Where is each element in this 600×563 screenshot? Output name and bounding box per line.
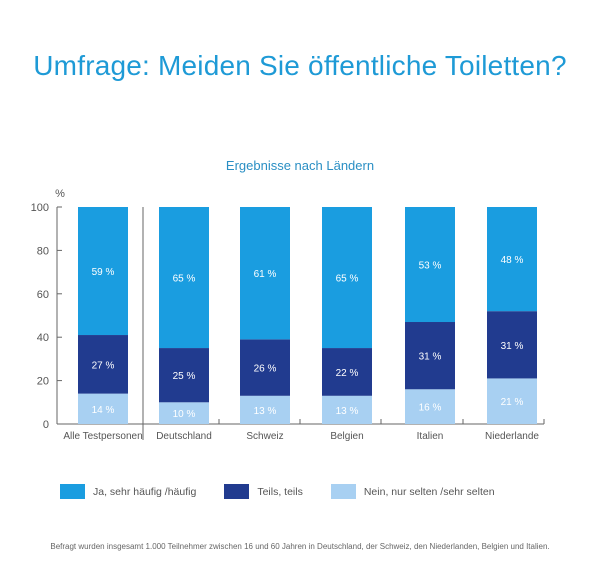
bar-segment-nein <box>78 393 128 424</box>
category-label: Belgien <box>330 431 363 442</box>
data-label-teils: 25 % <box>173 371 196 382</box>
data-label-nein: 10 % <box>173 409 196 420</box>
y-tick-label: 60 <box>37 289 49 301</box>
bar-segment-nein <box>322 395 372 424</box>
data-label-teils: 22 % <box>336 368 359 379</box>
data-label-teils: 26 % <box>254 364 277 375</box>
bar-segment-teils <box>322 348 372 396</box>
category-label: Alle Testpersonen <box>63 431 142 442</box>
data-label-ja: 48 % <box>501 255 524 266</box>
bar-segment-teils <box>405 322 455 390</box>
bar-segment-teils <box>159 348 209 403</box>
data-label-nein: 21 % <box>501 397 524 408</box>
bar-segment-nein <box>240 395 290 424</box>
category-label: Schweiz <box>246 431 283 442</box>
data-label-teils: 31 % <box>501 341 524 352</box>
bar-segment-teils <box>487 311 537 379</box>
bar-segment-ja <box>405 207 455 323</box>
data-label-teils: 31 % <box>419 352 442 363</box>
legend-swatch-nein <box>330 484 356 499</box>
chart-subtitle: Ergebnisse nach Ländern <box>225 158 375 173</box>
data-label-ja: 59 % <box>92 267 115 278</box>
data-label-ja: 53 % <box>419 261 442 272</box>
category-label: Niederlande <box>485 431 539 442</box>
bar-segment-ja <box>487 207 537 312</box>
bar-segment-ja <box>322 207 372 349</box>
data-label-ja: 65 % <box>336 274 359 285</box>
category-label: Deutschland <box>156 431 212 442</box>
data-label-ja: 65 % <box>173 274 196 285</box>
y-tick-label: 40 <box>37 332 49 344</box>
data-label-nein: 13 % <box>336 406 359 417</box>
legend-swatch-teils <box>224 484 250 499</box>
bar-segment-teils <box>78 335 128 394</box>
data-label-teils: 27 % <box>92 360 115 371</box>
legend-label-nein: Nein, nur selten /sehr selten <box>363 485 495 498</box>
bar-segment-ja <box>78 207 128 336</box>
legend: Ja, sehr häufig /häufig Teils, teils Nei… <box>60 484 523 499</box>
y-tick-label: 80 <box>37 245 49 257</box>
y-tick-label: 100 <box>31 202 49 214</box>
legend-item-ja: Ja, sehr häufig /häufig <box>60 484 196 499</box>
chart-title: Umfrage: Meiden Sie öffentliche Toilette… <box>33 50 567 81</box>
bar-segment-ja <box>159 207 209 349</box>
legend-label-ja: Ja, sehr häufig /häufig <box>93 485 197 498</box>
legend-swatch-ja <box>60 484 85 499</box>
data-label-nein: 13 % <box>254 406 277 417</box>
bar-segment-nein <box>405 389 455 424</box>
y-tick-label: 20 <box>37 376 49 388</box>
legend-item-teils: Teils, teils <box>224 484 303 499</box>
data-label-ja: 61 % <box>254 269 277 280</box>
bar-segment-ja <box>240 207 290 340</box>
legend-label-teils: Teils, teils <box>257 485 303 498</box>
legend-item-nein: Nein, nur selten /sehr selten <box>330 484 495 499</box>
data-label-nein: 14 % <box>92 405 115 416</box>
bar-segment-nein <box>159 402 209 424</box>
bar-segment-nein <box>487 378 537 424</box>
y-tick-label: 0 <box>43 419 49 431</box>
footnote: Befragt wurden insgesamt 1.000 Teilnehme… <box>50 542 550 551</box>
category-label: Italien <box>417 431 444 442</box>
data-label-nein: 16 % <box>419 403 442 414</box>
bar-segment-teils <box>240 339 290 396</box>
y-axis-unit-label: % <box>55 188 65 200</box>
